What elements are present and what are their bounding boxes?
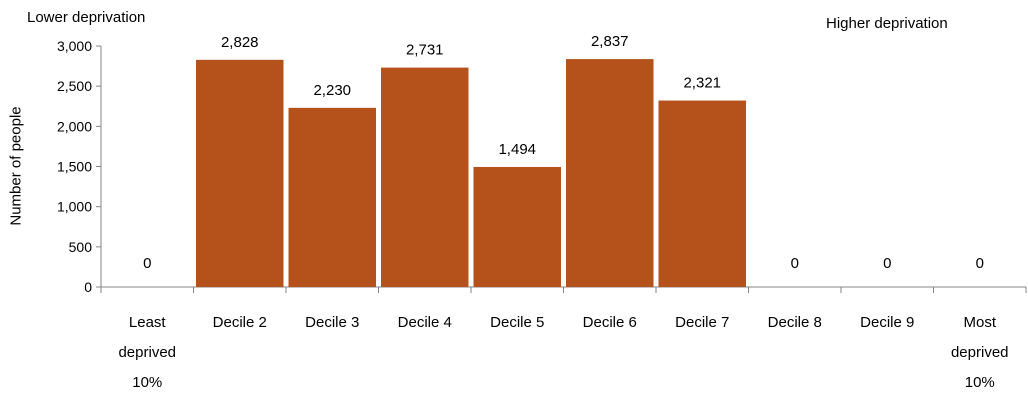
x-tick-label: deprived (118, 344, 176, 361)
data-label: 0 (883, 255, 891, 272)
bar (288, 107, 376, 288)
y-tick-label: 0 (84, 279, 92, 295)
data-label: 2,230 (313, 82, 351, 99)
x-tick-label: Most (963, 314, 996, 331)
data-label: 2,731 (406, 42, 444, 59)
bar (473, 166, 561, 287)
data-label: 0 (143, 255, 151, 272)
y-tick-label: 500 (69, 239, 93, 255)
x-tick-label: Decile 7 (675, 314, 729, 331)
x-tick-label: Decile 9 (860, 314, 914, 331)
y-tick-label: 2,000 (57, 118, 92, 134)
bar (658, 100, 746, 288)
x-tick-label: Decile 4 (398, 314, 452, 331)
y-tick-label: 3,000 (57, 38, 92, 54)
y-tick-label: 1,000 (57, 199, 92, 215)
x-tick-label: Decile 5 (490, 314, 544, 331)
bar (381, 67, 469, 287)
data-label: 2,321 (683, 75, 721, 92)
annotation-lower-deprivation: Lower deprivation (27, 9, 146, 26)
x-tick-label: deprived (951, 344, 1009, 361)
x-tick-label: 10% (965, 374, 995, 391)
bar (196, 59, 284, 287)
y-axis-label: Number of people (7, 106, 25, 226)
x-tick-label: Decile 2 (213, 314, 267, 331)
x-tick-label: Decile 8 (768, 314, 822, 331)
data-label: 0 (976, 255, 984, 272)
x-tick-label: Least (129, 314, 167, 331)
x-tick-label: Decile 6 (583, 314, 637, 331)
x-tick-label: Decile 3 (305, 314, 359, 331)
x-tick-label: 10% (132, 374, 162, 391)
annotation-higher-deprivation: Higher deprivation (826, 15, 948, 32)
data-label: 2,828 (221, 34, 259, 51)
data-label: 2,837 (591, 33, 629, 50)
bar (566, 59, 654, 288)
y-tick-label: 1,500 (57, 159, 92, 175)
y-tick-label: 2,500 (57, 78, 92, 94)
data-label: 0 (791, 255, 799, 272)
data-label: 1,494 (498, 141, 536, 158)
